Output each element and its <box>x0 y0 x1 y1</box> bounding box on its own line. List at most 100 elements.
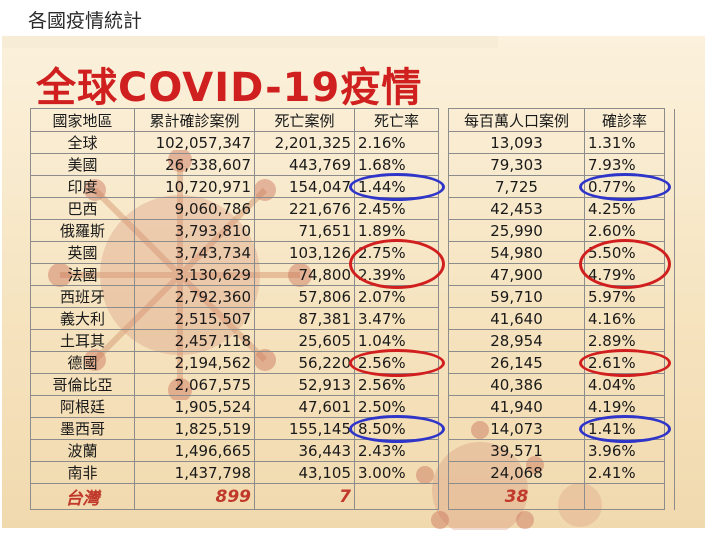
table-gap-cell <box>438 197 449 220</box>
table-cell: 102,057,347 <box>134 131 255 154</box>
table-cell: 13,093 <box>448 131 585 154</box>
table-cell: 54,980 <box>448 241 585 264</box>
table-cell: 57,806 <box>254 285 355 308</box>
table-gap-cell <box>438 131 449 154</box>
table-cell: 俄羅斯 <box>30 219 135 242</box>
table-gap-cell <box>438 329 449 352</box>
table-cell: 美國 <box>30 153 135 176</box>
table-cell: 3.47% <box>354 307 439 330</box>
highlight-ring-india-confirm-rate <box>578 172 671 201</box>
table-cell: 47,601 <box>254 395 355 418</box>
table-cell: 法國 <box>30 263 135 286</box>
table-cell: 波蘭 <box>30 439 135 462</box>
table-cell: 台灣 <box>30 483 135 510</box>
table-cell: 義大利 <box>30 307 135 330</box>
highlight-ring-uk-france-confirm-rate <box>578 238 671 289</box>
table-cell: 3,743,734 <box>134 241 255 264</box>
table-row: 巴西 9,060,786 221,676 2.45% 42,453 4.25% <box>30 197 675 220</box>
covid-statistics-table: 國家地區 累計確診案例 死亡案例 死亡率 每百萬人口案例 確診率 全球 102,0… <box>30 108 675 510</box>
table-cell: 10,720,971 <box>134 175 255 198</box>
table-row: 波蘭 1,496,665 36,443 2.43% 39,571 3.96% <box>30 439 675 462</box>
table-cell <box>354 483 439 510</box>
table-cell: 哥倫比亞 <box>30 373 135 396</box>
table-cell: 14,073 <box>448 417 585 440</box>
table-gap-cell <box>438 461 449 484</box>
table-cell: 2,792,360 <box>134 285 255 308</box>
table-gap-cell <box>664 395 675 418</box>
table-cell: 5.97% <box>584 285 665 308</box>
table-cell: 221,676 <box>254 197 355 220</box>
table-gap-cell <box>664 153 675 176</box>
table-cell: 28,954 <box>448 329 585 352</box>
table-cell: 英國 <box>30 241 135 264</box>
table-cell: 40,386 <box>448 373 585 396</box>
table-gap-cell <box>438 373 449 396</box>
table-cell: 38 <box>448 483 585 510</box>
banner-title: 全球COVID-19疫情 <box>36 65 423 111</box>
panel-strip <box>2 36 498 48</box>
table-cell: 7 <box>254 483 355 510</box>
table-cell: 47,900 <box>448 263 585 286</box>
table-cell: 巴西 <box>30 197 135 220</box>
table-cell: 阿根廷 <box>30 395 135 418</box>
table-cell: 26,145 <box>448 351 585 374</box>
header-gap <box>664 108 675 132</box>
table-gap-cell <box>438 395 449 418</box>
table-cell: 52,913 <box>254 373 355 396</box>
table-cell: 24,068 <box>448 461 585 484</box>
table-gap-cell <box>438 439 449 462</box>
table-cell: 1,825,519 <box>134 417 255 440</box>
table-cell: 25,990 <box>448 219 585 242</box>
table-row-taiwan: 台灣 899 7 38 <box>30 483 675 510</box>
header-death-rate: 死亡率 <box>354 108 439 132</box>
table-row: 哥倫比亞 2,067,575 52,913 2.56% 40,386 4.04% <box>30 373 675 396</box>
highlight-ring-mexico-death-rate <box>348 414 445 443</box>
table-cell: 3.00% <box>354 461 439 484</box>
table-cell: 443,769 <box>254 153 355 176</box>
table-cell: 899 <box>134 483 255 510</box>
page-title: 各國疫情統計 <box>28 10 143 32</box>
highlight-ring-india-death-rate <box>348 172 445 201</box>
table-cell: 2,201,325 <box>254 131 355 154</box>
table-cell: 4.25% <box>584 197 665 220</box>
table-gap-cell <box>664 285 675 308</box>
table-cell: 土耳其 <box>30 329 135 352</box>
header-deaths: 死亡案例 <box>254 108 355 132</box>
highlight-ring-uk-france-death-rate <box>348 238 445 289</box>
table-cell: 2.56% <box>354 373 439 396</box>
table-cell: 1,905,524 <box>134 395 255 418</box>
table-cell: 1,437,798 <box>134 461 255 484</box>
table-cell: 79,303 <box>448 153 585 176</box>
table-cell: 7,725 <box>448 175 585 198</box>
table-gap-cell <box>664 307 675 330</box>
table-cell: 2,194,562 <box>134 351 255 374</box>
table-row: 西班牙 2,792,360 57,806 2.07% 59,710 5.97% <box>30 285 675 308</box>
table-cell: 41,940 <box>448 395 585 418</box>
table-cell: 36,443 <box>254 439 355 462</box>
table-gap-cell <box>664 131 675 154</box>
table-cell: 1.31% <box>584 131 665 154</box>
table-gap-cell <box>664 461 675 484</box>
table-cell: 43,105 <box>254 461 355 484</box>
table-gap-cell <box>664 483 675 510</box>
table-cell: 42,453 <box>448 197 585 220</box>
table-cell: 9,060,786 <box>134 197 255 220</box>
table-row: 土耳其 2,457,118 25,605 1.04% 28,954 2.89% <box>30 329 675 352</box>
table-cell: 7.93% <box>584 153 665 176</box>
table-cell: 西班牙 <box>30 285 135 308</box>
table-cell: 2.89% <box>584 329 665 352</box>
table-row: 南非 1,437,798 43,105 3.00% 24,068 2.41% <box>30 461 675 484</box>
table-cell <box>584 483 665 510</box>
table-gap-cell <box>664 197 675 220</box>
table-cell: 3,793,810 <box>134 219 255 242</box>
table-cell: 71,651 <box>254 219 355 242</box>
header-country: 國家地區 <box>30 108 135 132</box>
table-cell: 4.04% <box>584 373 665 396</box>
table-cell: 41,640 <box>448 307 585 330</box>
table-cell: 2,067,575 <box>134 373 255 396</box>
header-confirm-rate: 確診率 <box>584 108 665 132</box>
table-cell: 2.43% <box>354 439 439 462</box>
table-gap-cell <box>664 439 675 462</box>
table-gap-cell <box>664 329 675 352</box>
table-cell: 56,220 <box>254 351 355 374</box>
